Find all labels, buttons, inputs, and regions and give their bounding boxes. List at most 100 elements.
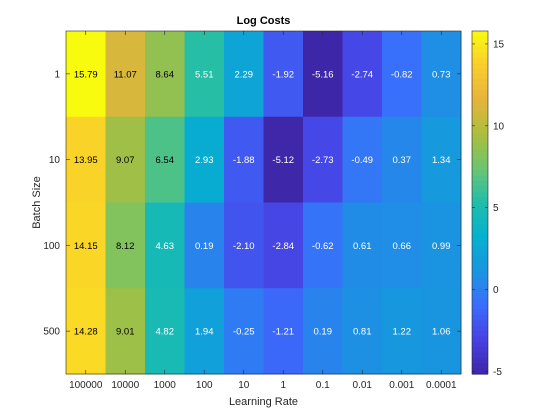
colorbar-band	[472, 68, 488, 75]
colorbar-band	[472, 186, 488, 193]
x-tick-label: 100	[196, 380, 213, 391]
colorbar-band	[472, 47, 488, 54]
colorbar-band	[472, 191, 488, 198]
y-tick-label: 500	[43, 327, 60, 338]
cell-value-label: 0.19	[195, 241, 214, 252]
colorbar-band	[472, 341, 488, 348]
heatmap-cell	[421, 116, 462, 203]
colorbar-band	[472, 100, 488, 107]
colorbar-band	[472, 95, 488, 102]
colorbar-band	[472, 293, 488, 300]
colorbar-band	[472, 298, 488, 305]
colorbar-band	[472, 181, 488, 188]
colorbar-band	[472, 347, 488, 354]
heatmap-cell	[263, 288, 304, 375]
colorbar-band	[472, 320, 488, 327]
colorbar-band	[472, 213, 488, 220]
cell-value-label: 14.15	[74, 241, 98, 252]
y-tick-label: 10	[49, 155, 61, 166]
colorbar-band	[472, 41, 488, 48]
x-tick-label: 0.001	[389, 380, 414, 391]
colorbar-ticks: -5 0 5 10 15	[472, 39, 505, 378]
x-tick-label: 1	[280, 380, 286, 391]
heatmap-cell	[184, 288, 225, 375]
colorbar-band	[472, 36, 488, 43]
colorbar-band	[472, 261, 488, 268]
heatmap-cell	[66, 202, 106, 289]
colorbar-band	[472, 197, 488, 204]
colorbar-band	[472, 272, 488, 279]
x-tick-label: 10	[238, 380, 250, 391]
cell-value-label: 2.93	[195, 155, 214, 166]
colorbar-band	[472, 52, 488, 59]
colorbar-tick-label: -5	[493, 367, 502, 378]
colorbar-band	[472, 202, 488, 209]
heatmap-cell	[263, 202, 304, 289]
colorbar-band	[472, 63, 488, 70]
colorbar-tick-label: 5	[493, 203, 499, 214]
cell-value-label: 0.37	[393, 155, 412, 166]
colorbar-band	[472, 229, 488, 236]
colorbar-band	[472, 154, 488, 161]
cell-value-label: -0.25	[233, 327, 255, 338]
colorbar-band	[472, 116, 488, 123]
x-axis-label: Learning Rate	[229, 396, 298, 408]
colorbar-band	[472, 282, 488, 289]
colorbar-band	[472, 132, 488, 139]
cell-value-label: 1.94	[195, 327, 214, 338]
colorbar-band	[472, 304, 488, 311]
heatmap-cells	[66, 31, 462, 375]
cell-value-label: -2.84	[272, 241, 294, 252]
heatmap-cell	[145, 288, 185, 375]
heatmap-cell	[184, 116, 225, 203]
cell-value-label: 8.12	[116, 241, 135, 252]
heatmap-cell	[184, 202, 225, 289]
heatmap-cell	[224, 202, 264, 289]
cell-value-label: -2.73	[312, 155, 334, 166]
cell-value-label: -5.16	[312, 69, 334, 80]
colorbar-band	[472, 336, 488, 343]
colorbar-band	[472, 127, 488, 134]
heatmap-cell	[382, 202, 422, 289]
heatmap-cell	[224, 116, 264, 203]
colorbar-band	[472, 234, 488, 241]
colorbar-band	[472, 73, 488, 80]
heatmap-cell	[303, 31, 343, 118]
cell-value-label: 0.19	[314, 327, 333, 338]
heatmap-cell	[303, 288, 343, 375]
colorbar-band	[472, 122, 488, 129]
colorbar-band	[472, 277, 488, 284]
colorbar-band	[472, 240, 488, 246]
colorbar-tick-label: 15	[493, 39, 505, 50]
colorbar-gradient	[472, 31, 488, 375]
cell-value-label: -1.21	[272, 327, 294, 338]
colorbar-band	[472, 250, 488, 257]
cell-value-label: 4.63	[156, 241, 175, 252]
colorbar-band	[472, 159, 488, 166]
cell-value-label: 0.99	[432, 241, 451, 252]
y-axis-ticks: 1 10 100 500	[43, 69, 461, 338]
cell-value-label: -0.49	[351, 155, 373, 166]
cell-value-label: -0.62	[312, 241, 334, 252]
heatmap-cell	[66, 31, 106, 118]
colorbar-band	[472, 106, 488, 112]
cell-value-label: 1.06	[432, 327, 451, 338]
heatmap-cell	[105, 202, 146, 289]
heatmap-cell	[342, 31, 383, 118]
cell-value-label: 6.54	[156, 155, 175, 166]
heatmap-cell	[382, 31, 422, 118]
heatmap-cell-labels: 15.79 11.07 8.64 5.51 2.29 -1.92 -5.16 -2.74 -0.…	[74, 69, 451, 337]
heatmap-cell	[303, 202, 343, 289]
cell-value-label: -2.10	[233, 241, 255, 252]
heatmap-cell	[421, 202, 462, 289]
cell-value-label: 9.07	[116, 155, 135, 166]
x-tick-label: 10000	[111, 380, 139, 391]
cell-value-label: 15.79	[74, 69, 98, 80]
colorbar-tick-label: 0	[493, 285, 499, 296]
colorbar-band	[472, 256, 488, 263]
cell-value-label: -0.82	[391, 69, 413, 80]
colorbar-band	[472, 170, 488, 177]
heatmap-cell	[382, 116, 422, 203]
cell-value-label: 1.34	[432, 155, 451, 166]
x-tick-label: 1000	[154, 380, 177, 391]
